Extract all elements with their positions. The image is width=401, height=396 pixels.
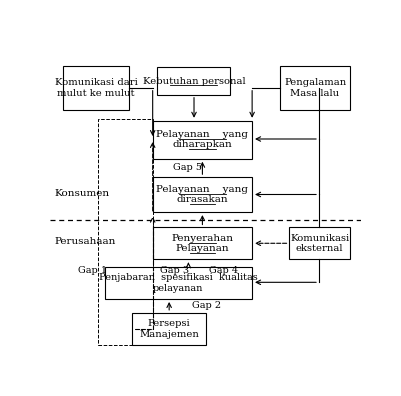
Bar: [132, 313, 206, 345]
Text: Konsumen: Konsumen: [55, 189, 110, 198]
Text: Pelayanan    yang
diharapkan: Pelayanan yang diharapkan: [156, 130, 248, 149]
Bar: [290, 227, 350, 259]
Text: Gap 5: Gap 5: [173, 164, 202, 173]
Text: Persepsi
Manajemen: Persepsi Manajemen: [139, 319, 199, 339]
Text: Gap 4: Gap 4: [209, 266, 238, 274]
Text: Perusahaan: Perusahaan: [55, 237, 116, 246]
Text: Komunikasi dari
mulut ke mulut: Komunikasi dari mulut ke mulut: [55, 78, 138, 98]
Text: Pelayanan    yang
dirasakan: Pelayanan yang dirasakan: [156, 185, 248, 204]
Bar: [63, 66, 130, 110]
Bar: [153, 227, 252, 259]
Bar: [98, 119, 153, 345]
Bar: [153, 177, 252, 212]
Text: Penjabaran  spesifikasi  kualitas
pelayanan: Penjabaran spesifikasi kualitas pelayana…: [99, 273, 258, 293]
Text: Gap 1: Gap 1: [78, 266, 107, 274]
Text: Penyerahan
Pelayanan: Penyerahan Pelayanan: [171, 234, 233, 253]
Text: Komunikasi
eksternal: Komunikasi eksternal: [290, 234, 349, 253]
Text: Kebutuhan personal: Kebutuhan personal: [142, 76, 245, 86]
Bar: [280, 66, 350, 110]
Text: Gap 3: Gap 3: [160, 266, 190, 274]
Bar: [105, 267, 252, 299]
Text: Pengalaman
Masa lalu: Pengalaman Masa lalu: [284, 78, 346, 98]
Bar: [157, 67, 230, 95]
Text: Gap 2: Gap 2: [192, 301, 221, 310]
Bar: [153, 121, 252, 159]
